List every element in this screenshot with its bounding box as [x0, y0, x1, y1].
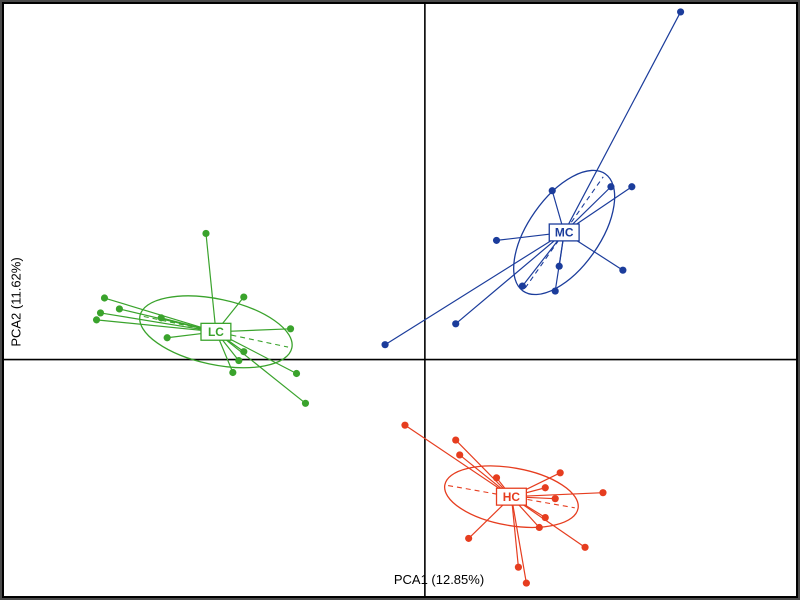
- data-point: [115, 305, 123, 313]
- data-point: [286, 325, 295, 333]
- confidence-ellipse: [139, 295, 293, 369]
- group-MC: MC: [381, 8, 685, 349]
- data-point: [492, 474, 501, 482]
- data-point: [581, 543, 589, 551]
- data-point: [599, 489, 607, 497]
- spoke-line: [384, 231, 565, 346]
- group-label-box: [548, 223, 580, 242]
- spoke-line: [404, 424, 512, 498]
- data-point: [401, 421, 409, 429]
- data-point: [514, 563, 522, 571]
- group-label-box: [200, 322, 232, 341]
- data-point: [619, 266, 627, 274]
- data-point: [100, 294, 109, 302]
- data-point: [452, 436, 460, 444]
- spoke-line: [510, 496, 527, 584]
- data-point: [235, 357, 243, 365]
- data-point: [548, 187, 556, 195]
- data-point: [607, 183, 615, 191]
- group-HC: HC: [401, 421, 607, 587]
- spoke-line: [96, 319, 216, 333]
- major-axis-line: [524, 176, 604, 289]
- data-point: [96, 309, 105, 317]
- data-point: [556, 469, 564, 477]
- data-point: [555, 262, 563, 270]
- data-point: [229, 368, 237, 377]
- data-point: [240, 348, 248, 356]
- data-point: [541, 484, 549, 492]
- x-axis-label: PCA1 (12.85%): [393, 572, 485, 587]
- data-point: [628, 183, 636, 191]
- data-point: [551, 287, 559, 295]
- data-point: [522, 579, 530, 587]
- data-point: [301, 399, 310, 407]
- group-label: MC: [555, 226, 574, 240]
- data-point: [92, 316, 101, 324]
- data-point: [157, 314, 165, 322]
- data-point: [452, 320, 460, 328]
- spoke-line: [455, 231, 565, 325]
- data-point: [535, 523, 543, 532]
- data-point: [381, 341, 389, 349]
- data-point: [465, 534, 473, 542]
- data-point: [518, 282, 526, 290]
- data-point: [292, 369, 301, 378]
- data-point: [240, 293, 248, 301]
- spoke-line: [100, 312, 217, 333]
- confidence-ellipse: [513, 169, 616, 296]
- spoke-line: [205, 233, 217, 332]
- data-point: [677, 8, 685, 16]
- group-label: HC: [503, 490, 521, 504]
- spoke-line: [554, 232, 565, 292]
- spoke-line: [215, 331, 306, 404]
- data-point: [492, 236, 501, 244]
- spoke-line: [563, 11, 682, 233]
- data-point: [551, 495, 559, 503]
- data-point: [456, 451, 464, 459]
- group-LC: LC: [92, 229, 310, 407]
- data-point: [202, 229, 210, 238]
- data-point: [163, 334, 171, 342]
- group-label: LC: [208, 325, 224, 339]
- y-axis-label: PCA2 (11.62%): [8, 257, 24, 347]
- group-label-box: [495, 487, 528, 506]
- spoke-line: [455, 439, 512, 498]
- confidence-ellipse: [443, 465, 579, 529]
- data-point: [541, 513, 549, 522]
- spoke-line: [510, 496, 519, 568]
